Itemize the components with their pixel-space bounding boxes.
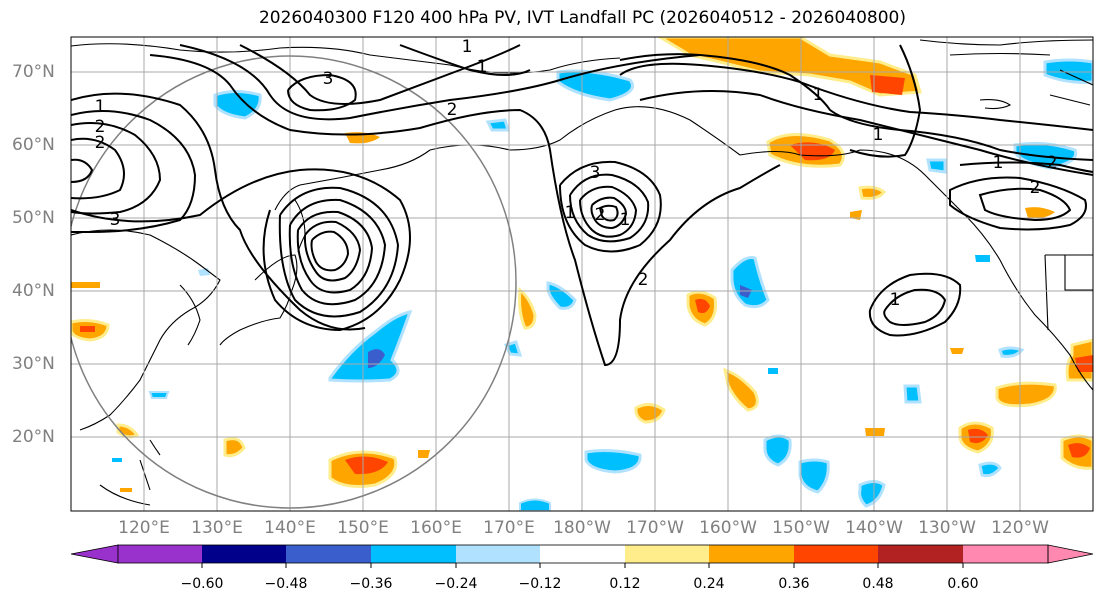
contour-label: 1 [993,153,1004,173]
contour-label: 1 [95,97,106,117]
landfall-radius-circle [71,55,517,509]
lat-label: 60°N [12,135,55,155]
colorbar-tick-label: 0.36 [778,576,810,592]
contour-labels: 1 1 1 2 2 2 3 3 3 1 2 1 2 1 1 1 2 2 1 [95,37,1058,310]
lon-label: 170°W [626,518,684,538]
contour-label: 2 [1030,178,1041,198]
plot-frame [70,36,1094,512]
lon-label: 160°W [699,518,757,538]
ivt-negative-regions [112,58,1093,511]
colorbar-tick-label: −0.12 [518,576,562,592]
lon-label: 160°E [410,518,462,538]
ivt-positive-regions [71,37,1093,492]
lat-label: 40°N [12,281,55,301]
lon-label: 140°E [264,518,316,538]
lat-label: 30°N [12,354,55,374]
contour-label: 1 [477,57,488,77]
colorbar-tick-label: −0.48 [264,576,308,592]
colorbar-extend-low [70,544,119,564]
contour-label: 2 [95,133,106,153]
colorbar-tick-label: 0.48 [862,576,894,592]
colorbar-tick-label: 0.12 [609,576,641,592]
contour-label: 1 [462,37,473,57]
colorbar-tick-label: 0.60 [947,576,979,592]
contour-label: 2 [595,205,606,225]
lon-label: 150°W [772,518,830,538]
map-title: 2026040300 F120 400 hPa PV, IVT Landfall… [258,8,906,28]
colorbar-tick-label: −0.36 [349,576,393,592]
colorbar-tick-label: −0.60 [180,576,224,592]
contour-label: 3 [323,69,334,89]
contour-label: 1 [873,125,884,145]
coastlines [71,39,1093,506]
lat-label: 20°N [12,427,55,447]
colorbar-extend-high [1047,544,1094,564]
lon-label: 170°E [483,518,535,538]
contour-label: 1 [620,210,631,230]
contour-label: 1 [813,85,824,105]
lon-label: 150°E [337,518,389,538]
lon-label: 120°W [991,518,1049,538]
lon-label: 180°W [553,518,611,538]
pv-contours [71,44,1093,367]
lat-label: 50°N [12,208,55,228]
contour-label: 2 [95,117,106,137]
lon-label: 140°W [845,518,903,538]
lon-label: 130°W [918,518,976,538]
contour-label: 1 [565,203,576,223]
colorbar [70,544,1094,568]
contour-label: 3 [590,163,601,183]
colorbar-tick-label: −0.24 [434,576,478,592]
contour-label: 2 [1047,153,1058,173]
lon-label: 120°E [118,518,170,538]
colorbar-tick-label: 0.24 [693,576,725,592]
lat-label: 70°N [12,62,55,82]
contour-label: 3 [110,210,121,230]
contour-label: 1 [890,290,901,310]
contour-label: 2 [638,270,649,290]
lon-label: 130°E [191,518,243,538]
contour-label: 2 [447,100,458,120]
